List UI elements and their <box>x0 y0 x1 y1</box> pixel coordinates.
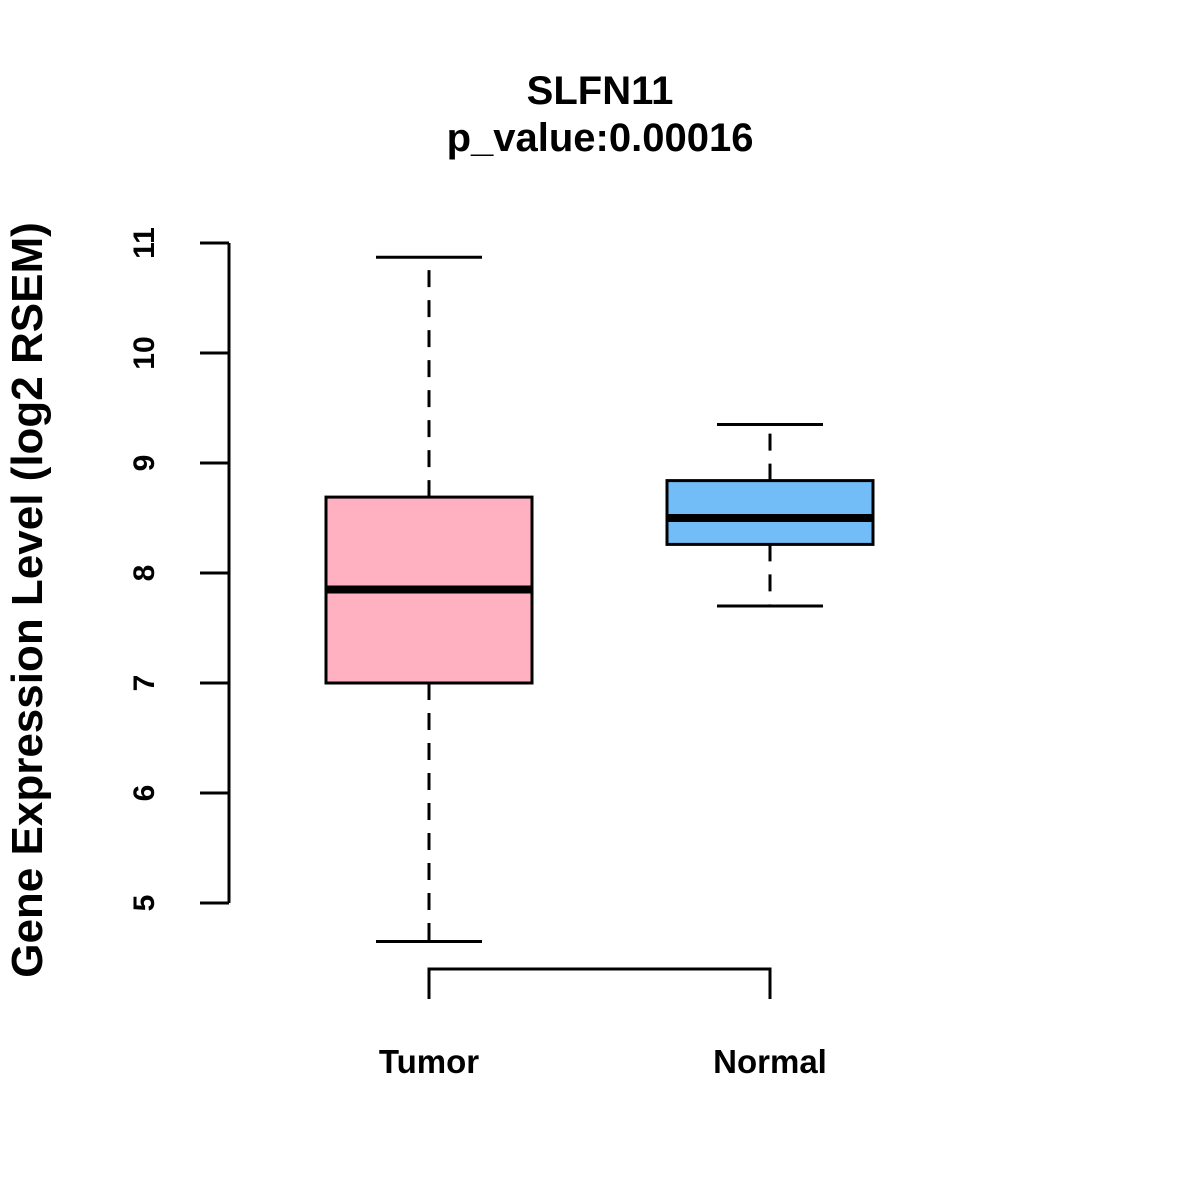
y-tick-label: 9 <box>128 455 161 472</box>
y-tick-label: 10 <box>128 336 161 369</box>
y-axis-label: Gene Expression Level (log2 RSEM) <box>3 222 52 978</box>
comparison-bracket <box>427 967 772 999</box>
category-label-normal: Normal <box>713 1043 827 1080</box>
y-tick-label: 8 <box>128 565 161 582</box>
normal-box <box>665 479 875 546</box>
y-tick-label: 7 <box>128 675 161 692</box>
chart-title: SLFN11 <box>527 69 674 113</box>
chart-subtitle-pvalue: p_value:0.00016 <box>447 116 754 160</box>
y-tick-label: 11 <box>128 227 161 259</box>
y-tick-label: 5 <box>128 895 161 912</box>
y-tick-label: 6 <box>128 785 161 802</box>
category-label-tumor: Tumor <box>379 1043 479 1080</box>
plot-shapes: 5 6 7 8 9 10 11 <box>128 227 875 999</box>
